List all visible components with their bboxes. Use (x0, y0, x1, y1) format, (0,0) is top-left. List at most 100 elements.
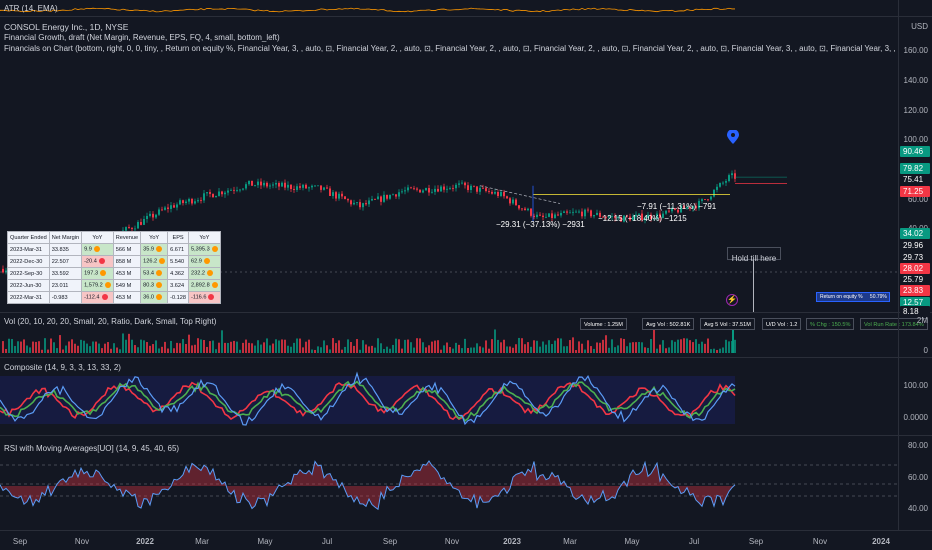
candle-body (392, 194, 394, 196)
candle-body (212, 193, 214, 198)
candle-body (272, 184, 274, 186)
volume-bar (212, 340, 214, 353)
candle-body (182, 200, 184, 204)
candle-body (194, 201, 196, 204)
candle-body (431, 191, 433, 193)
col-header: Quarter Ended (7, 231, 50, 244)
candle-body (452, 188, 454, 189)
price-tag: 79.82 (900, 163, 930, 174)
volume-bar (38, 341, 40, 353)
candle-body (731, 173, 733, 176)
volume-bar (134, 345, 136, 353)
volume-bar (293, 342, 295, 353)
volume-bar (455, 342, 457, 353)
volume-pane[interactable]: Vol (20, 10, 20, 20, Small, 20, Ratio, D… (0, 313, 898, 357)
volume-bar (83, 340, 85, 353)
lightning-icon[interactable]: ⚡ (726, 294, 738, 306)
table-cell: 2023-Mar-31 (7, 243, 50, 256)
volume-bar (482, 347, 484, 353)
candle-body (299, 186, 301, 188)
location-pin-icon[interactable] (727, 129, 739, 144)
volume-bar (587, 340, 589, 353)
candle-body (191, 198, 193, 204)
happy-emoji-icon (211, 246, 218, 253)
volume-bar (11, 339, 13, 353)
volume-bar (245, 339, 247, 353)
volume-bar (527, 342, 529, 353)
volume-bar (422, 342, 424, 353)
candle-body (563, 211, 565, 213)
candle-body (401, 191, 403, 193)
rsi-label[interactable]: RSI with Moving Averages[UO] (14, 9, 45,… (4, 444, 180, 453)
candle-body (446, 188, 448, 190)
table-cell: 1,579.2 (81, 279, 114, 292)
table-cell: -116.6 (188, 291, 221, 304)
price-pane[interactable]: CONSOL Energy Inc., 1D, NYSE Financial G… (0, 17, 898, 312)
table-cell: 53.4 (140, 267, 169, 280)
time-axis-tick: Mar (195, 537, 209, 546)
volume-bar (26, 345, 28, 353)
volume-bar (446, 342, 448, 353)
volume-bar (386, 346, 388, 353)
symbol-title[interactable]: CONSOL Energy Inc., 1D, NYSE (4, 22, 129, 32)
volume-bar (284, 339, 286, 353)
volume-bar (242, 342, 244, 353)
financials-on-chart-legend[interactable]: Financials on Chart (bottom, right, 0, 0… (4, 44, 898, 53)
candle-body (587, 209, 589, 211)
volume-bar (732, 329, 734, 353)
happy-emoji-icon (93, 246, 100, 253)
currency-label[interactable]: USD (911, 22, 928, 31)
composite-pane[interactable]: Composite (14, 9, 3, 3, 13, 33, 2) (0, 358, 898, 435)
candle-body (368, 200, 370, 205)
table-cell: 4.362 (167, 267, 190, 280)
candle-body (218, 191, 220, 196)
candle-body (686, 207, 688, 209)
price-tag: 8.18 (900, 306, 930, 317)
volume-bar (500, 342, 502, 353)
volume-bar (608, 347, 610, 353)
atr-pane[interactable]: ATR (14, EMA) (0, 0, 898, 16)
table-cell: 36.0 (140, 291, 169, 304)
volume-bar (8, 338, 10, 353)
time-axis-tick: May (257, 537, 273, 546)
candle-body (239, 189, 241, 191)
composite-oscillator (0, 371, 736, 426)
composite-label[interactable]: Composite (14, 9, 3, 3, 13, 33, 2) (4, 363, 121, 372)
time-axis-tick: 2022 (136, 537, 154, 546)
table-cell: 232.2 (188, 267, 221, 280)
volume-bar (716, 349, 718, 353)
volume-bar (515, 344, 517, 353)
candle-body (548, 213, 550, 217)
col-header: YoY (81, 231, 114, 244)
volume-bar (302, 347, 304, 353)
volume-bar (368, 346, 370, 353)
candle-body (386, 194, 388, 199)
atr-label: ATR (14, EMA) (4, 4, 58, 13)
volume-bar (557, 338, 559, 353)
table-cell: 2022-Dec-30 (7, 255, 50, 268)
candle-body (320, 185, 322, 190)
volume-bar (377, 338, 379, 353)
volume-bar (440, 349, 442, 353)
volume-label[interactable]: Vol (20, 10, 20, 20, Small, 20, Ratio, D… (4, 317, 217, 326)
volume-bar (728, 341, 730, 353)
volume-bar (596, 342, 598, 353)
volume-bar (485, 340, 487, 353)
happy-emoji-icon (100, 270, 107, 277)
candle-body (440, 186, 442, 192)
volume-bar (701, 341, 703, 353)
volume-bar (125, 339, 127, 353)
volume-bar (623, 338, 625, 353)
volume-bar (197, 338, 199, 353)
volume-bar (413, 347, 415, 353)
price-axis[interactable]: USD 160.00 140.00 120.00 100.00 80.00 60.00 40… (898, 0, 932, 530)
rsi-pane[interactable]: RSI with Moving Averages[UO] (14, 9, 45,… (0, 436, 898, 530)
candle-body (128, 227, 130, 228)
volume-bar (659, 344, 661, 353)
financial-growth-legend[interactable]: Financial Growth, draft (Net Margin, Rev… (4, 33, 280, 42)
price-axis-tick: 140.00 (903, 76, 928, 85)
table-row: 2023-Mar-31 33.835 9.9 566 M 35.9 6.671 5,395.… (7, 243, 221, 256)
hold-till-here-note[interactable]: Hold till here (727, 247, 781, 263)
volume-bar (590, 346, 592, 353)
volume-bar (200, 339, 202, 353)
